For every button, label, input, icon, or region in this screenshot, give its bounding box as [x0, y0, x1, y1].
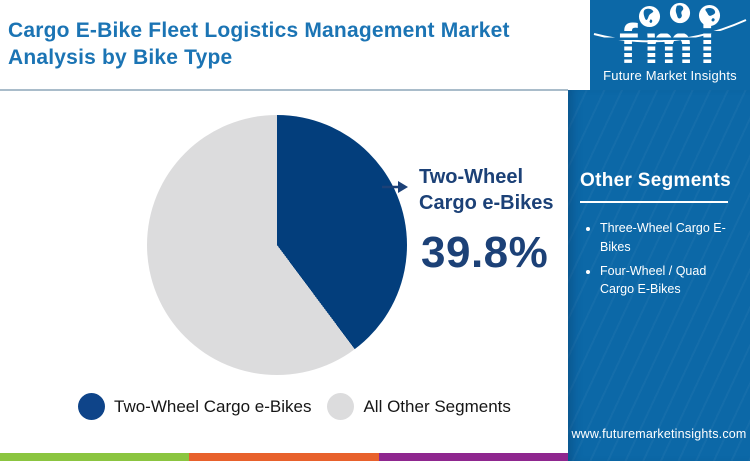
stripe-segment [378, 453, 568, 461]
other-segments-sidebar: Other Segments Three-Wheel Cargo E-Bikes… [568, 90, 750, 461]
legend-item-other: All Other Segments [327, 393, 511, 420]
page-title: Cargo E-Bike Fleet Logistics Management … [8, 19, 510, 69]
callout-label: Two-Wheel Cargo e-Bikes [419, 166, 554, 214]
stripe-segment [0, 453, 190, 461]
callout-arrow-icon [382, 181, 408, 193]
legend-item-two-wheel: Two-Wheel Cargo e-Bikes [78, 393, 311, 420]
other-segments-list: Three-Wheel Cargo E-Bikes Four-Wheel / Qu… [584, 219, 736, 299]
legend-swatch-other [327, 393, 355, 420]
bottom-stripe [0, 453, 568, 461]
fmi-logo: fmi Future Market Insights [590, 0, 750, 96]
fmi-wordmark-stripes [600, 27, 740, 67]
legend-swatch-two-wheel [78, 393, 105, 420]
globe-americas-icon [638, 5, 661, 28]
website-link[interactable]: www.futuremarketinsights.com [571, 427, 747, 441]
other-segments-heading: Other Segments [580, 170, 731, 191]
other-segment-item: Three-Wheel Cargo E-Bikes [600, 219, 736, 257]
pie-chart [147, 115, 407, 375]
legend-label-two-wheel: Two-Wheel Cargo e-Bikes [114, 396, 312, 416]
globe-asia-icon [698, 4, 721, 27]
other-segment-item: Four-Wheel / Quad Cargo E-Bikes [600, 262, 736, 300]
legend-label-other: All Other Segments [363, 396, 511, 416]
globe-europe-africa-icon [669, 2, 691, 24]
heading-underline [580, 201, 728, 203]
title-divider [0, 89, 568, 91]
callout-value: 39.8% [421, 228, 549, 277]
fmi-logo-name: Future Market Insights [603, 68, 737, 83]
chart-legend: Two-Wheel Cargo e-Bikes All Other Segmen… [78, 393, 511, 420]
stripe-segment [189, 453, 379, 461]
